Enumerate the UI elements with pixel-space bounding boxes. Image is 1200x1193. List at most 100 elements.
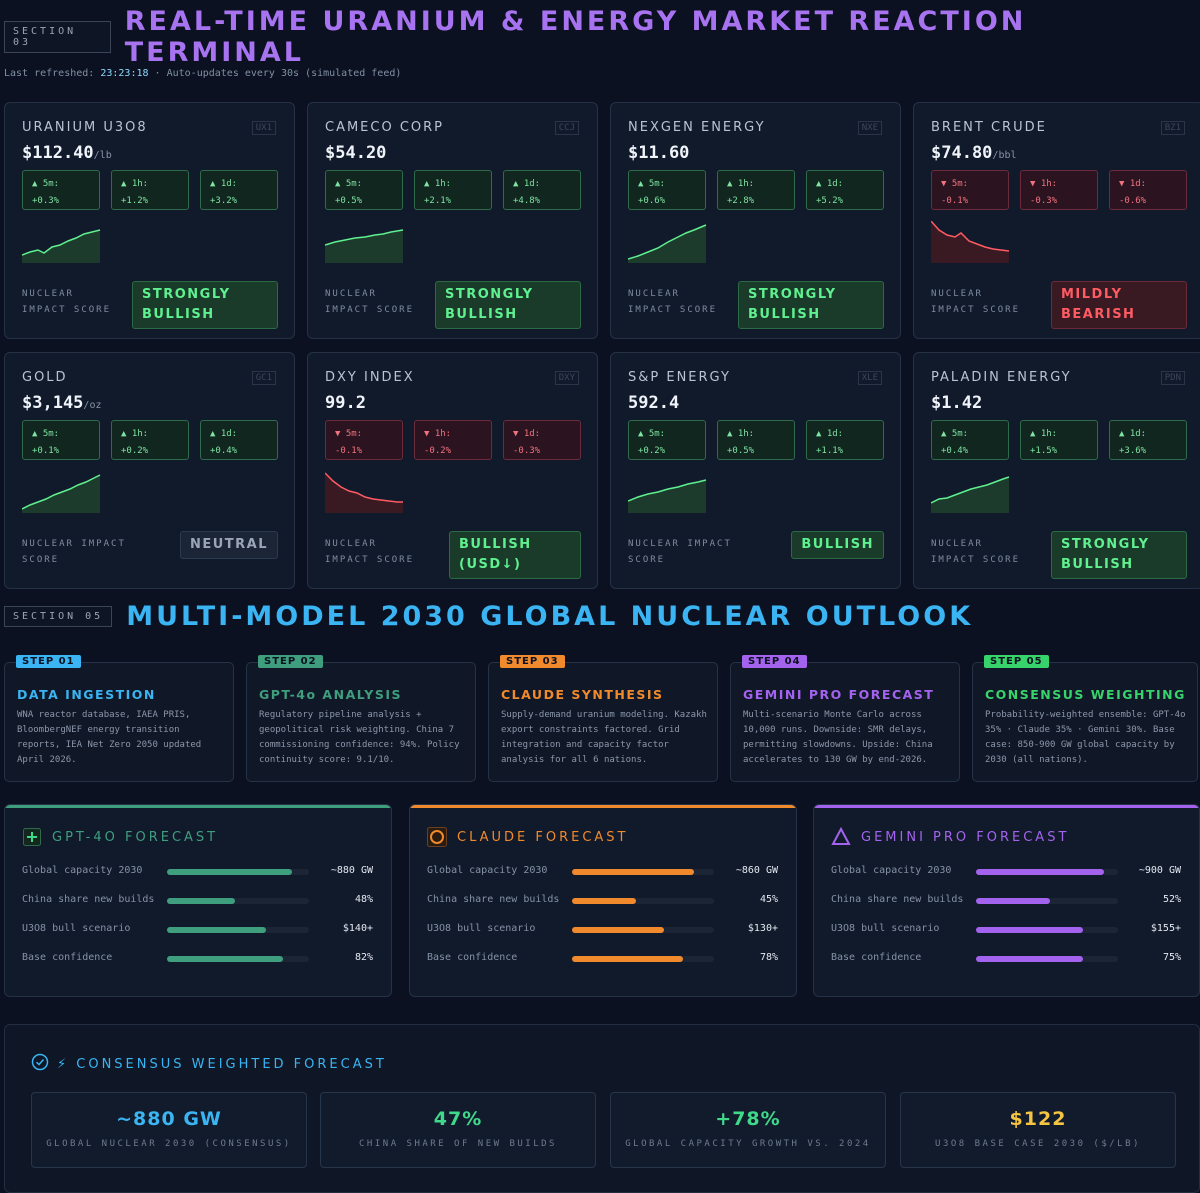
consensus-metric: ~880 GW GLOBAL NUCLEAR 2030 (CONSENSUS) (31, 1092, 307, 1168)
ticker-card[interactable]: S&P ENERGY XLE 592.4 ▲ 5m: +0.2% ▲ 1h: +0.… (610, 352, 901, 589)
ticker-price: $74.80/bbl (931, 143, 1017, 163)
impact-label: NUCLEAR IMPACT SCORE (931, 289, 1021, 315)
forecast-row: U3O8 bull scenario $130+ (427, 923, 778, 937)
row-value: $155+ (1150, 923, 1181, 934)
ticker-card[interactable]: PALADIN ENERGY PDN $1.42 ▲ 5m: +0.4% ▲ 1h… (913, 352, 1200, 589)
change-label: ▲ 1h: (727, 429, 755, 439)
change-row: ▲ 5m: +0.5% ▲ 1h: +2.1% ▲ 1d: +4.8% (325, 170, 581, 210)
change-row: ▲ 5m: +0.2% ▲ 1h: +0.5% ▲ 1d: +1.1% (628, 420, 884, 460)
refresh-note: · Auto-updates every 30s (simulated feed… (154, 68, 402, 79)
section-03-header: SECTION 03 REAL-TIME URANIUM & ENERGY MA… (4, 6, 1200, 68)
sparkline-line (22, 229, 101, 256)
change-label: ▲ 5m: (32, 179, 60, 189)
ticker-symbol: CCJ (554, 121, 579, 135)
row-value: 78% (759, 952, 778, 963)
step-pill: STEP 01 (16, 655, 81, 668)
change-row: ▲ 5m: +0.6% ▲ 1h: +2.8% ▲ 1d: +5.2% (628, 170, 884, 210)
step-card: STEP 04 GEMINI PRO FORECAST Multi-scenar… (730, 655, 960, 782)
impact-badge: NEUTRAL (179, 531, 278, 559)
bar-fill (167, 898, 236, 904)
refresh-status: Last refreshed: 23:23:18 · Auto-updates … (4, 68, 401, 79)
metric-value: 47% (433, 1108, 483, 1130)
row-label: Global capacity 2030 (831, 865, 952, 876)
forecast-card-gpt: GPT-4O FORECAST Global capacity 2030 ~880… (4, 804, 392, 997)
bar-fill (976, 927, 1083, 933)
sparkline-area (931, 477, 1009, 513)
step-card: STEP 02 GPT-4o ANALYSIS Regulatory pipel… (246, 655, 476, 782)
change-1d: ▲ 1d: +4.8% (503, 170, 581, 210)
bar-fill (167, 869, 292, 875)
change-value: +1.5% (1030, 446, 1058, 456)
sparkline-line (325, 229, 404, 246)
metric-caption: GLOBAL NUCLEAR 2030 (CONSENSUS) (46, 1139, 292, 1149)
change-row: ▼ 5m: -0.1% ▼ 1h: -0.3% ▼ 1d: -0.6% (931, 170, 1187, 210)
step-title: GPT-4o ANALYSIS (259, 687, 402, 702)
ticker-price: $1.42 (931, 393, 982, 413)
change-5m: ▼ 5m: -0.1% (931, 170, 1009, 210)
change-value: +1.1% (816, 446, 844, 456)
row-value: 75% (1162, 952, 1181, 963)
change-label: ▲ 5m: (638, 429, 666, 439)
ticker-card[interactable]: DXY INDEX DXY 99.2 ▼ 5m: -0.1% ▼ 1h: -0.2%… (307, 352, 598, 589)
sparkline-line (325, 472, 403, 503)
step-description: Multi-scenario Monte Carlo across 10,000… (743, 710, 933, 765)
ticker-card[interactable]: CAMECO CORP CCJ $54.20 ▲ 5m: +0.5% ▲ 1h: +… (307, 102, 598, 339)
change-value: -0.2% (424, 446, 452, 456)
change-value: -0.1% (941, 196, 969, 206)
change-label: ▲ 1h: (727, 179, 755, 189)
price-value: $74.80 (931, 143, 993, 163)
ticker-symbol: PDN (1160, 371, 1185, 385)
bar-fill (572, 927, 665, 933)
change-value: +0.5% (727, 446, 755, 456)
sparkline (325, 229, 404, 263)
consensus-header: ⚡ CONSENSUS WEIGHTED FORECAST (31, 1053, 387, 1075)
card-accent-bar (410, 805, 796, 808)
metric-value: +78% (715, 1108, 781, 1130)
impact-badge: MILDLY BEARISH (1051, 281, 1187, 329)
consensus-panel: ⚡ CONSENSUS WEIGHTED FORECAST ~880 GW GL… (4, 1024, 1200, 1193)
metric-value: $122 (1009, 1108, 1067, 1130)
change-value: +0.2% (638, 446, 666, 456)
bar-track (976, 927, 1118, 933)
step-card: STEP 05 CONSENSUS WEIGHTING Probability-… (972, 655, 1198, 782)
change-label: ▼ 1d: (1119, 179, 1147, 189)
ticker-card[interactable]: BRENT CRUDE BZ1 $74.80/bbl ▼ 5m: -0.1% ▼ … (913, 102, 1200, 339)
forecast-title: CLAUDE FORECAST (457, 829, 629, 845)
change-value: -0.1% (335, 446, 363, 456)
forecast-row: Base confidence 75% (831, 952, 1181, 966)
ticker-name: S&P ENERGY (628, 370, 731, 385)
ticker-name: PALADIN ENERGY (931, 370, 1072, 385)
ticker-card[interactable]: URANIUM U3O8 UX1 $112.40/lb ▲ 5m: +0.3% ▲… (4, 102, 295, 339)
change-value: +2.1% (424, 196, 452, 206)
row-label: Global capacity 2030 (427, 865, 548, 876)
forecast-title: GPT-4O FORECAST (52, 829, 219, 845)
change-value: +0.5% (335, 196, 363, 206)
impact-label: NUCLEAR IMPACT SCORE (628, 539, 732, 565)
bar-track (167, 898, 309, 904)
price-value: $54.20 (325, 143, 387, 163)
change-value: -0.6% (1119, 196, 1147, 206)
metric-caption: GLOBAL CAPACITY GROWTH VS. 2024 (625, 1139, 871, 1149)
change-label: ▲ 1d: (816, 429, 844, 439)
bar-track (572, 927, 714, 933)
ticker-card[interactable]: NEXGEN ENERGY NXE $11.60 ▲ 5m: +0.6% ▲ 1h… (610, 102, 901, 339)
change-label: ▼ 1h: (1030, 179, 1058, 189)
card-accent-bar (5, 805, 391, 808)
sparkline (22, 474, 101, 513)
change-label: ▲ 1d: (816, 179, 844, 189)
row-value: ~860 GW (735, 865, 778, 876)
price-value: $112.40 (22, 143, 94, 163)
step-description: WNA reactor database, IAEA PRIS, Bloombe… (17, 710, 202, 765)
row-label: China share new builds (831, 894, 964, 905)
change-label: ▲ 5m: (335, 179, 363, 189)
section-title: MULTI-MODEL 2030 GLOBAL NUCLEAR OUTLOOK (126, 601, 974, 632)
bar-fill (976, 869, 1104, 875)
change-row: ▲ 5m: +0.3% ▲ 1h: +1.2% ▲ 1d: +3.2% (22, 170, 278, 210)
sparkline (931, 476, 1010, 513)
ticker-card[interactable]: GOLD GC1 $3,145/oz ▲ 5m: +0.1% ▲ 1h: +0.2%… (4, 352, 295, 589)
ticker-price: 99.2 (325, 393, 366, 413)
change-5m: ▲ 5m: +0.1% (22, 420, 100, 460)
impact-label: NUCLEAR IMPACT SCORE (22, 539, 126, 565)
row-label: U3O8 bull scenario (831, 923, 940, 934)
forecast-row: China share new builds 45% (427, 894, 778, 908)
